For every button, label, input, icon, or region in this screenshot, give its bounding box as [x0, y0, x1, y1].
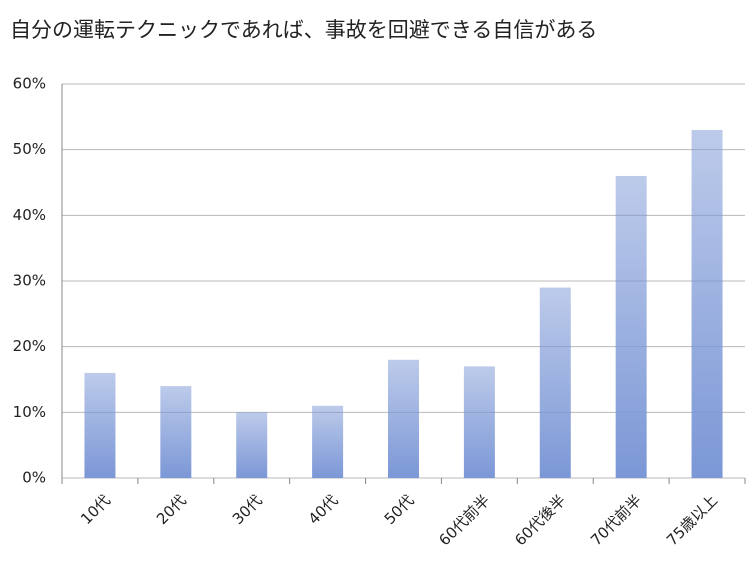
x-tick-label: 50代 — [381, 491, 418, 528]
bar — [691, 129, 723, 478]
y-tick-label: 40% — [13, 206, 46, 224]
y-tick-label: 10% — [13, 403, 46, 421]
bar — [463, 366, 495, 478]
bar — [160, 386, 192, 478]
y-tick-label: 20% — [13, 337, 46, 355]
bar — [615, 175, 647, 478]
x-tick-label: 40代 — [305, 491, 342, 528]
x-tick-label: 60代前半 — [435, 491, 493, 549]
bar — [84, 372, 116, 478]
bar — [388, 359, 419, 478]
bar — [539, 287, 571, 478]
chart-title: 自分の運転テクニックであれば、事故を回避できる自信がある — [10, 18, 597, 42]
x-tick-label: 60代後半 — [511, 491, 569, 549]
y-tick-label: 30% — [13, 272, 46, 290]
x-tick-label: 75歳以上 — [663, 491, 721, 549]
bar — [312, 405, 344, 478]
x-tick-label: 30代 — [229, 491, 266, 528]
x-tick-label: 70代前半 — [587, 491, 645, 549]
y-tick-label: 60% — [13, 75, 46, 93]
y-tick-label: 0% — [22, 469, 46, 487]
x-tick-label: 20代 — [153, 491, 190, 528]
x-tick-label: 10代 — [77, 491, 114, 528]
y-tick-label: 50% — [13, 140, 46, 158]
bar — [236, 412, 268, 478]
